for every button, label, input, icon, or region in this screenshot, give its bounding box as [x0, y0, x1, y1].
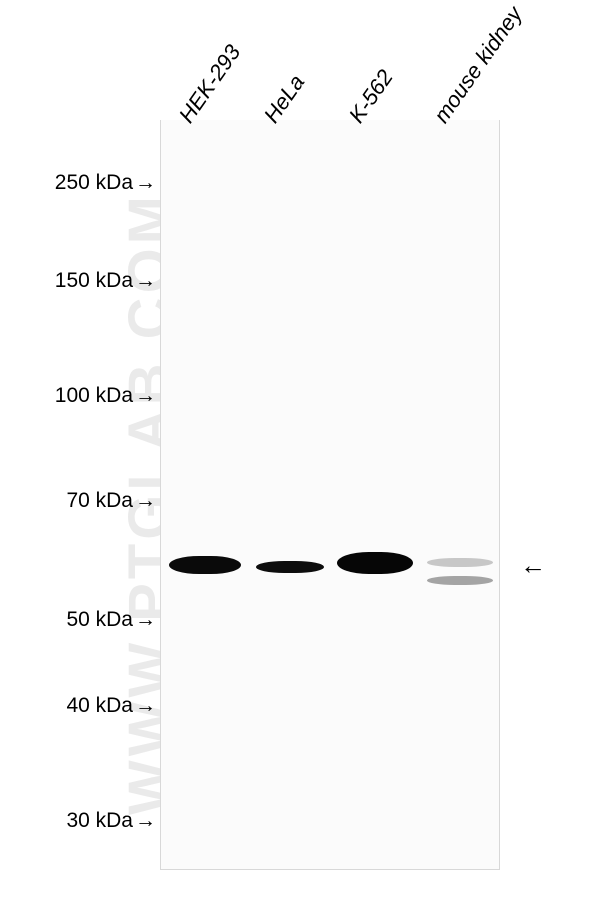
mw-marker-text: 250 kDa — [55, 171, 133, 194]
mw-marker-text: 50 kDa — [66, 608, 133, 631]
mw-marker: 50 kDa→ — [66, 608, 156, 632]
protein-band — [337, 552, 413, 574]
mw-marker-text: 70 kDa — [66, 489, 133, 512]
arrow-right-icon: → — [135, 809, 156, 833]
mw-marker-text: 100 kDa — [55, 384, 133, 407]
protein-band — [427, 558, 493, 567]
arrow-right-icon: → — [135, 489, 156, 513]
arrow-right-icon: → — [135, 171, 156, 195]
protein-band — [427, 576, 493, 585]
mw-marker: 250 kDa→ — [55, 171, 156, 195]
mw-marker-text: 30 kDa — [66, 809, 133, 832]
mw-marker: 150 kDa→ — [55, 269, 156, 293]
arrow-right-icon: → — [135, 269, 156, 293]
mw-marker-text: 150 kDa — [55, 269, 133, 292]
western-blot-figure: WWW.PTGLAB.COM HEK-293 HeLa K-562 mouse … — [0, 0, 600, 903]
lane-label: K-562 — [344, 65, 399, 128]
protein-band — [256, 561, 324, 573]
protein-band — [169, 556, 241, 574]
lane-label: mouse kidney — [429, 2, 528, 128]
mw-marker-text: 40 kDa — [66, 694, 133, 717]
arrow-right-icon: → — [135, 384, 156, 408]
target-band-arrow-icon: ← — [520, 550, 546, 581]
mw-marker: 70 kDa→ — [66, 489, 156, 513]
lane-label: HEK-293 — [174, 40, 247, 128]
arrow-right-icon: → — [135, 694, 156, 718]
arrow-right-icon: → — [135, 608, 156, 632]
mw-marker: 100 kDa→ — [55, 384, 156, 408]
mw-marker: 30 kDa→ — [66, 809, 156, 833]
blot-membrane-border — [160, 120, 500, 870]
mw-marker: 40 kDa→ — [66, 694, 156, 718]
